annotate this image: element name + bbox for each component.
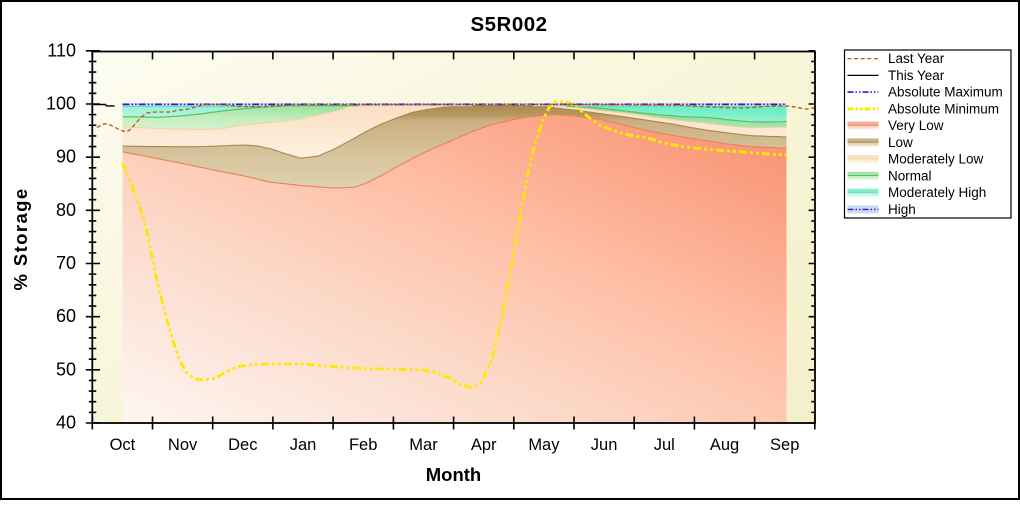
svg-text:% Storage: % Storage [10,187,31,290]
svg-text:Last Year: Last Year [888,51,945,66]
svg-text:Jul: Jul [654,436,675,454]
svg-text:110: 110 [47,40,76,60]
svg-text:Moderately Low: Moderately Low [888,152,984,167]
svg-text:Moderately High: Moderately High [888,185,986,200]
svg-text:Very Low: Very Low [888,118,944,133]
svg-text:Oct: Oct [110,436,136,454]
svg-text:May: May [528,436,560,454]
svg-text:Normal: Normal [888,168,932,183]
svg-text:90: 90 [56,147,76,167]
svg-text:Apr: Apr [471,436,497,454]
svg-text:Nov: Nov [168,436,198,454]
svg-text:60: 60 [56,306,76,326]
svg-text:S5R002: S5R002 [470,13,547,36]
svg-text:Dec: Dec [228,436,257,454]
svg-text:40: 40 [56,413,76,433]
svg-text:Low: Low [888,135,913,150]
svg-text:Month: Month [426,464,481,485]
svg-text:70: 70 [56,253,76,273]
svg-text:50: 50 [56,359,76,379]
svg-text:Absolute Maximum: Absolute Maximum [888,85,1003,100]
svg-text:100: 100 [46,94,76,114]
svg-text:This Year: This Year [888,68,945,83]
svg-text:Aug: Aug [710,436,739,454]
svg-text:80: 80 [56,200,76,220]
svg-text:High: High [888,202,916,217]
svg-text:Absolute Minimum: Absolute Minimum [888,101,999,116]
svg-text:Sep: Sep [770,436,799,454]
svg-text:Jun: Jun [591,436,618,454]
svg-text:Feb: Feb [349,436,377,454]
svg-text:Mar: Mar [409,436,438,454]
svg-text:Jan: Jan [290,436,317,454]
